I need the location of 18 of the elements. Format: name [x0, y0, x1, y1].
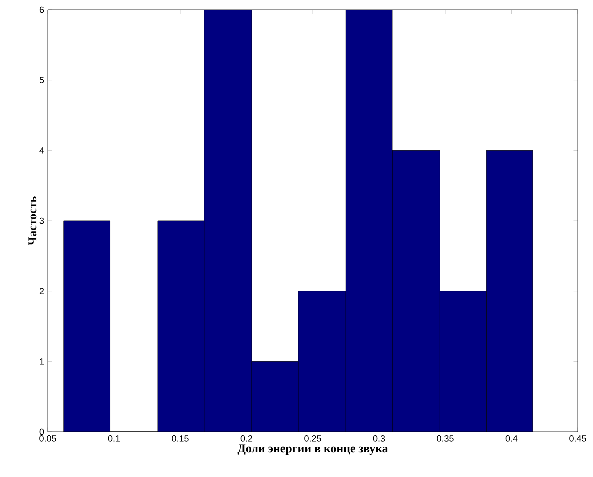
y-axis-title: Частость — [28, 196, 37, 246]
y-tick-label: 1 — [40, 358, 44, 365]
y-tick-label: 3 — [40, 218, 44, 224]
x-tick-label: 0.15 — [172, 436, 189, 442]
y-tick-label: 4 — [40, 148, 44, 154]
y-tick-label: 0 — [40, 428, 44, 436]
y-tick-label: 2 — [40, 288, 44, 294]
x-tick-label: 0.35 — [437, 436, 454, 442]
y-tick-label: 5 — [40, 77, 44, 84]
x-tick-label: 0.25 — [304, 436, 322, 442]
x-axis-title: Доли энергии в конце звука — [238, 444, 388, 456]
x-tick-label: 0.1 — [108, 436, 120, 442]
x-tick-label: 0.2 — [240, 436, 253, 442]
x-tick-label: 0.05 — [40, 436, 56, 442]
x-tick-label: 0.4 — [506, 436, 518, 442]
y-tick-label: 6 — [40, 6, 44, 14]
x-tick-label: 0.3 — [373, 436, 386, 442]
x-tick-label: 0.45 — [570, 436, 586, 442]
